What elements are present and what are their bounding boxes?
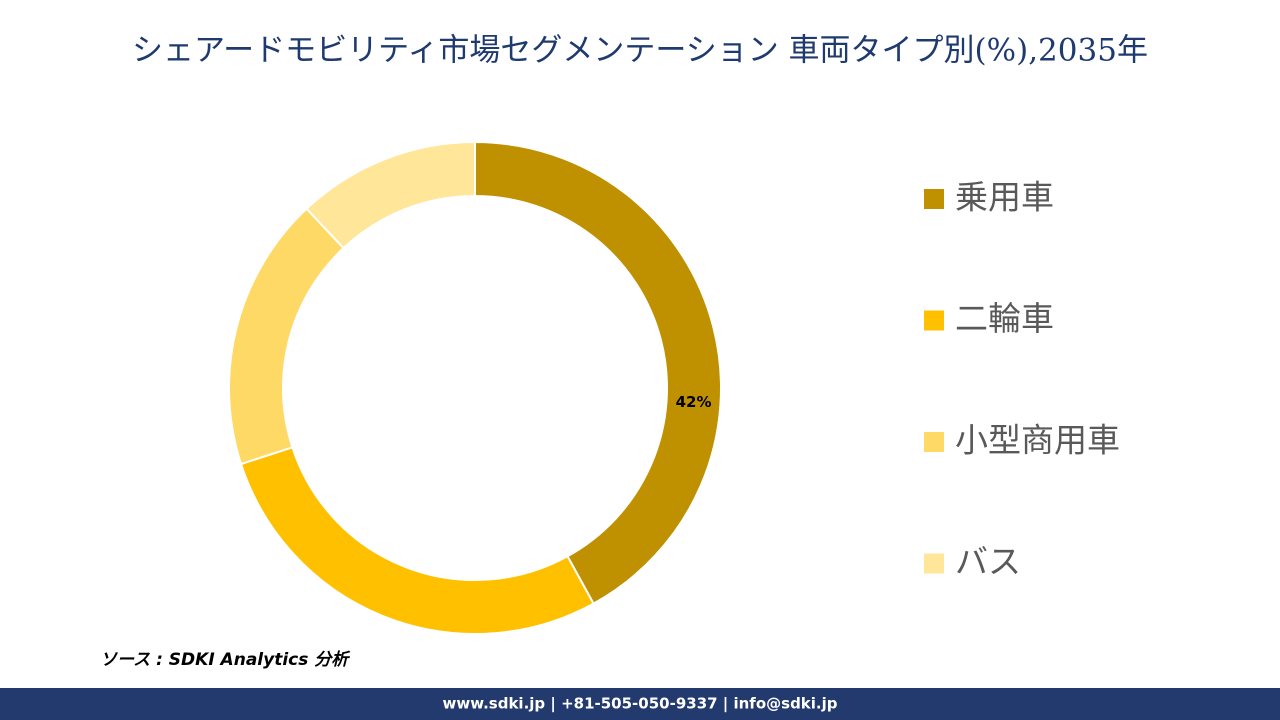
legend-swatch (924, 310, 944, 331)
data-label: 42% (676, 393, 712, 411)
legend-label: バス (955, 542, 1021, 581)
legend-label: 二輪車 (955, 299, 1054, 338)
donut-segment (228, 207, 345, 466)
chart-title: シェアードモビリティ市場セグメンテーション 車両タイプ別(%),2035年 (132, 33, 1148, 69)
footer-bar (0, 688, 1280, 720)
legend-swatch (924, 432, 944, 452)
source: ソース : SDKI Analytics 分析 (100, 650, 351, 670)
donut-segment (305, 140, 476, 250)
footer: www.sdki.jp | +81-505-050-9337 | info@sd… (442, 695, 837, 714)
donut-segment (239, 446, 595, 635)
legend-swatch (924, 189, 944, 209)
legend-label: 乗用車 (955, 178, 1054, 217)
donut-segment (474, 140, 722, 605)
legend-label: 小型商用車 (955, 421, 1120, 460)
legend-swatch (924, 553, 944, 574)
